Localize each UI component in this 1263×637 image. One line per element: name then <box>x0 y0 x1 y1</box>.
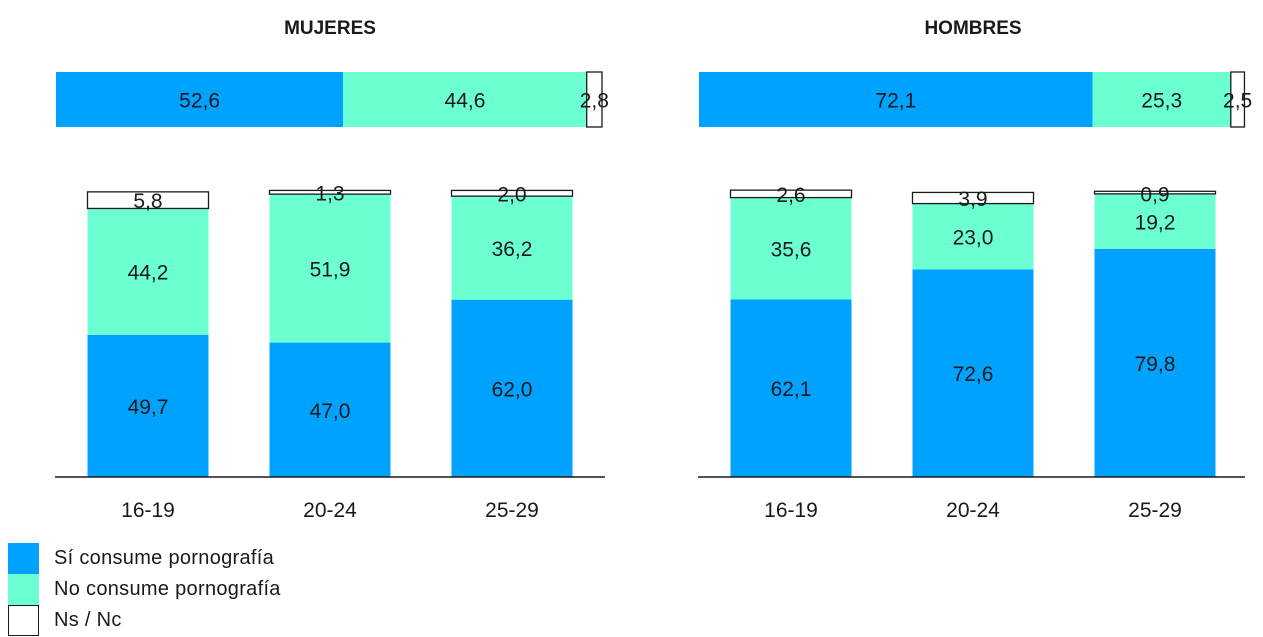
data-label-mujeres-25-29-nsnc: 2,0 <box>497 183 526 206</box>
data-label-mujeres-16-19-nsnc: 5,8 <box>133 190 162 213</box>
data-label-mujeres-16-19-si: 49,7 <box>128 396 169 419</box>
legend-label-si: Sí consume pornografía <box>54 547 275 569</box>
data-label-hombres-16-19-no: 35,6 <box>771 238 812 261</box>
legend-swatch-si <box>8 543 39 574</box>
bar-mujeres-20-24-nsnc <box>268 189 392 195</box>
data-label-mujeres-20-24-si: 47,0 <box>310 400 351 423</box>
data-label-hombres-20-24-si: 72,6 <box>953 363 994 386</box>
data-label-total-hombres-si: 72,1 <box>875 90 916 113</box>
chart-title-mujeres: MUJERES <box>284 18 376 39</box>
bar-mujeres-25-29-nsnc <box>450 189 574 197</box>
data-label-hombres-25-29-si: 79,8 <box>1135 353 1176 376</box>
data-label-mujeres-16-19-no: 44,2 <box>128 262 169 285</box>
legend-swatch-no <box>8 574 39 605</box>
data-label-hombres-16-19-nsnc: 2,6 <box>776 184 805 207</box>
x-tick-label-hombres-20-24: 20-24 <box>946 499 1000 522</box>
data-label-hombres-20-24-nsnc: 3,9 <box>958 188 987 211</box>
chart-title-hombres: HOMBRES <box>924 18 1021 39</box>
bar-hombres-25-29-nsnc <box>1093 190 1217 195</box>
bar-hombres-25-29-no <box>1094 193 1216 249</box>
legend-item-nsnc: Ns / Nc <box>8 605 281 636</box>
x-tick-label-hombres-16-19: 16-19 <box>764 499 818 522</box>
bar-mujeres-16-19-si <box>87 334 209 477</box>
legend: Sí consume pornografía No consume pornog… <box>8 543 281 636</box>
x-tick-label-mujeres-25-29: 25-29 <box>485 499 539 522</box>
bar-hombres-25-29-si <box>1094 248 1216 477</box>
bar-hombres-16-19-si <box>730 299 852 477</box>
data-label-hombres-25-29-no: 19,2 <box>1135 211 1176 234</box>
bar-mujeres-20-24-no <box>269 194 391 343</box>
bar-total-hombres-nsnc <box>1230 71 1246 128</box>
bar-mujeres-16-19-no <box>87 208 209 335</box>
data-label-total-mujeres-si: 52,6 <box>179 90 220 113</box>
bar-total-hombres-si <box>699 72 1093 127</box>
data-label-mujeres-25-29-no: 36,2 <box>492 238 533 261</box>
data-label-total-hombres-no: 25,3 <box>1141 90 1182 113</box>
data-label-hombres-20-24-no: 23,0 <box>953 226 994 249</box>
bar-mujeres-16-19-nsnc <box>86 191 210 210</box>
bar-mujeres-25-29-no <box>451 196 573 300</box>
bar-total-mujeres-nsnc <box>586 71 603 128</box>
bar-hombres-16-19-no <box>730 197 852 300</box>
legend-swatch-nsnc <box>8 605 39 636</box>
data-label-hombres-16-19-si: 62,1 <box>771 378 812 401</box>
legend-label-nsnc: Ns / Nc <box>54 609 122 631</box>
bar-total-hombres-no <box>1092 72 1231 127</box>
data-label-mujeres-20-24-no: 51,9 <box>310 258 351 281</box>
chart: MUJERES 52,6 44,6 2,8 49,7 44,2 5,8 16-19 47,0 51… <box>55 18 1252 522</box>
bar-hombres-20-24-si <box>912 269 1034 477</box>
data-label-total-hombres-nsnc: 2,5 <box>1223 90 1252 113</box>
data-label-total-mujeres-no: 44,6 <box>445 90 486 113</box>
legend-item-si: Sí consume pornografía <box>8 543 281 574</box>
legend-label-no: No consume pornografía <box>54 578 281 600</box>
x-tick-label-mujeres-20-24: 20-24 <box>303 499 357 522</box>
bar-total-mujeres-si <box>56 72 344 127</box>
data-label-hombres-25-29-nsnc: 0,9 <box>1140 183 1169 206</box>
data-label-mujeres-25-29-si: 62,0 <box>492 378 533 401</box>
x-tick-label-mujeres-16-19: 16-19 <box>121 499 175 522</box>
x-tick-label-hombres-25-29: 25-29 <box>1128 499 1182 522</box>
bar-hombres-20-24-nsnc <box>911 191 1035 205</box>
bar-total-mujeres-no <box>343 72 587 127</box>
bar-mujeres-25-29-si <box>451 299 573 477</box>
data-label-mujeres-20-24-nsnc: 1,3 <box>315 182 344 205</box>
legend-item-no: No consume pornografía <box>8 574 281 605</box>
data-label-total-mujeres-nsnc: 2,8 <box>580 90 609 113</box>
bar-hombres-16-19-nsnc <box>729 189 853 199</box>
bar-mujeres-20-24-si <box>269 342 391 477</box>
bar-hombres-20-24-no <box>912 203 1034 270</box>
